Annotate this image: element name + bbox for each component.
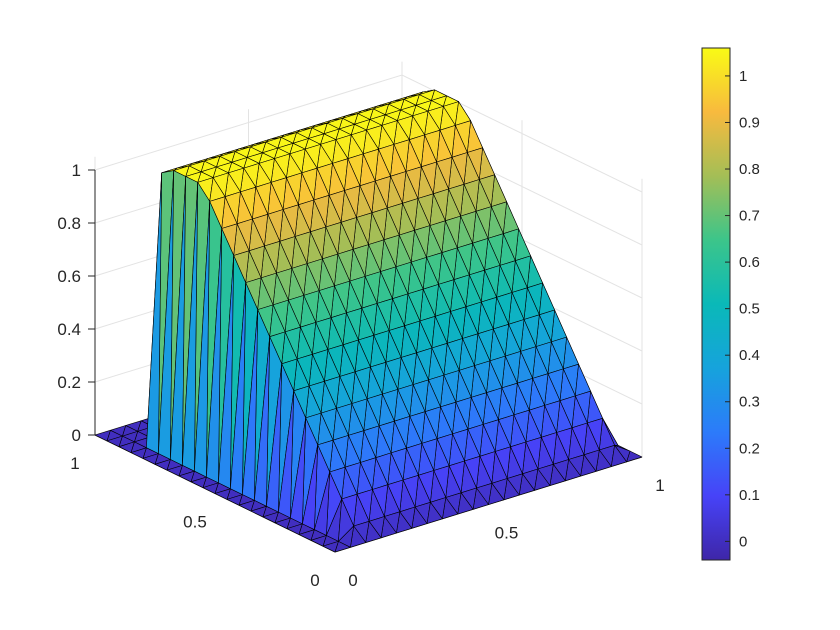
surface-plot [94,89,643,553]
surface-facet [534,468,551,491]
x-tick-label: 1 [655,476,664,495]
surface-facet [166,465,183,477]
surface-facet [118,441,135,453]
colorbar-tick-label: 0.4 [739,347,760,364]
surface-facet [226,494,243,506]
colorbar-tick-label: 0.6 [739,254,760,271]
surface-facet [457,492,474,515]
z-tick-label: 0 [72,426,81,445]
surface-facet [190,476,207,488]
surface-facet [426,501,443,524]
surface-facet [106,435,123,448]
surface-facet [202,482,219,494]
colorbar-tick-label: 0.2 [739,440,760,457]
surface-facet [142,453,159,465]
surface-facet [238,500,255,512]
surface-facet [94,429,111,442]
colorbar-tick-label: 0.7 [739,208,760,225]
colorbar-tick-label: 1 [739,68,747,85]
colorbar-tick-label: 0.1 [739,487,760,504]
colorbar-tick-label: 0 [739,533,747,550]
surface-facet [154,459,171,471]
colorbar-tick-label: 0.9 [739,114,760,131]
surface-facet [178,470,195,483]
surface-facet [262,511,279,524]
y-tick-label: 1 [70,454,79,473]
surface-facet [310,535,327,547]
colorbar-gradient [701,47,731,561]
colorbar-tick-label: 0.8 [739,161,760,178]
y-tick-label: 0 [310,571,319,590]
colorbar-tick-label: 0.5 [739,301,760,318]
axis-tick-labels: 0 0.2 0.4 0.6 0.8 1 0 0.5 1 0 0.5 1 [57,161,664,590]
surface-facet [610,444,627,467]
z-tick-label: 0.4 [57,320,81,339]
surface-facet [214,488,231,500]
colorbar: 0 0.1 0.2 0.3 0.4 0.5 0.6 0.7 0.8 0.9 1 [701,47,760,561]
surface-facet [130,447,147,459]
surface-facet [274,517,291,529]
z-tick-label: 0.2 [57,373,81,392]
z-tick-label: 1 [72,161,81,180]
z-tick-label: 0.6 [57,267,81,286]
x-tick-label: 0.5 [495,524,519,543]
z-tick-label: 0.8 [57,214,81,233]
surface-axes: 0 0.2 0.4 0.6 0.8 1 0 0.5 1 0 0.5 1 [57,61,665,590]
surface-facet [250,505,267,518]
y-tick-label: 0.5 [183,513,207,532]
surface-facet [322,541,339,553]
colorbar-tick-label: 0.3 [739,394,760,411]
x-tick-label: 0 [348,571,357,590]
